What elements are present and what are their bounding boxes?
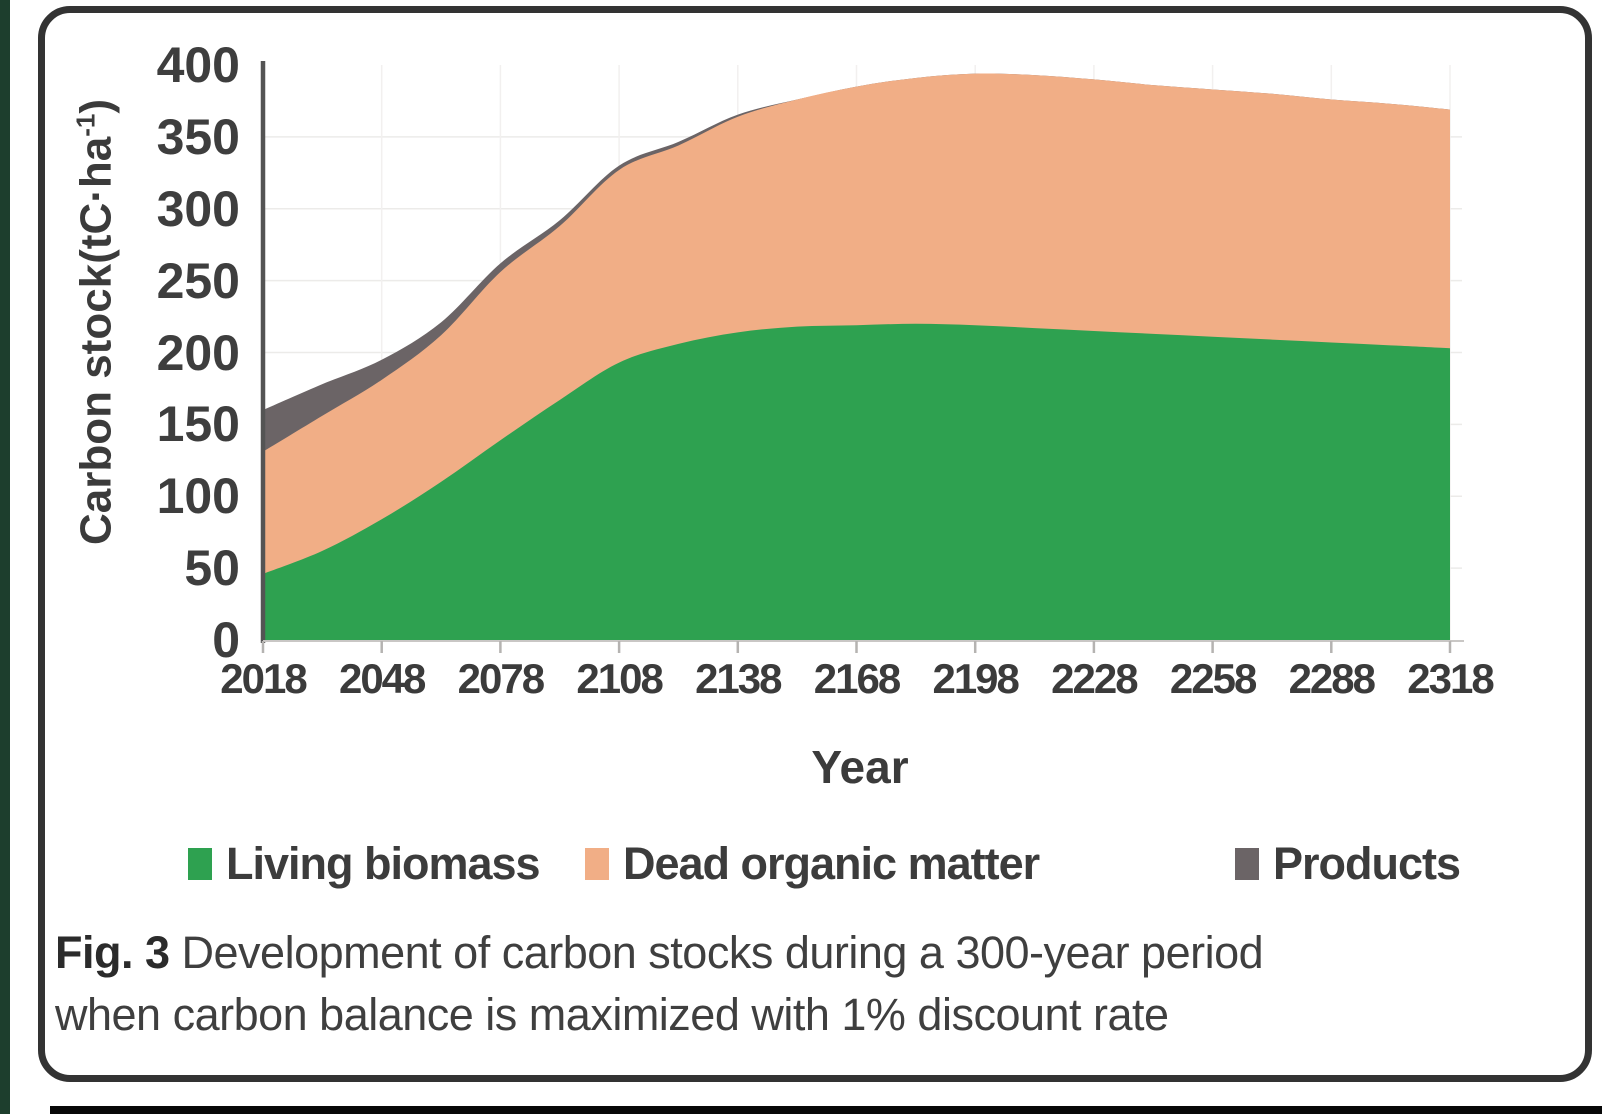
area-living-biomass: [263, 323, 1450, 640]
legend-swatch-dead-organic-matter: [585, 848, 609, 880]
x-tick-label-2018: 2018: [220, 655, 307, 702]
x-tick-label-2048: 2048: [338, 655, 426, 702]
y-tick-label-150: 150: [156, 396, 240, 453]
axes: [260, 61, 1464, 653]
y-tick-label-200: 200: [156, 324, 240, 381]
x-tick-label-2198: 2198: [932, 655, 1019, 702]
x-tick-label-2318: 2318: [1407, 655, 1494, 702]
y-tick-label-0: 0: [212, 612, 240, 668]
x-tick-label-2168: 2168: [813, 655, 901, 702]
y-tick-label-400: 400: [156, 37, 240, 93]
figure-caption: Fig. 3 Development of carbon stocks duri…: [55, 922, 1475, 1046]
legend-item-dead-organic-matter: Dead organic matter: [585, 838, 1040, 890]
page-background-left-strip: [0, 0, 10, 1114]
legend-swatch-living-biomass: [188, 848, 212, 880]
legend-item-products: Products: [1235, 838, 1461, 890]
y-tick-label-50: 50: [184, 540, 240, 597]
x-axis-title: Year: [811, 741, 909, 793]
figure-caption-line2: when carbon balance is maximized with 1%…: [55, 989, 1169, 1040]
x-tick-label-2138: 2138: [695, 655, 782, 702]
x-tick-label-2258: 2258: [1169, 655, 1257, 702]
x-tick-label-2108: 2108: [576, 655, 663, 702]
x-tick-label-2228: 2228: [1051, 655, 1138, 702]
legend-item-living-biomass: Living biomass: [188, 838, 541, 890]
y-tick-label-350: 350: [156, 108, 240, 165]
x-tick-label-2288: 2288: [1288, 655, 1376, 702]
legend-label: Dead organic matter: [623, 838, 1040, 889]
y-tick-label-100: 100: [156, 468, 240, 525]
legend-swatch-products: [1235, 848, 1259, 880]
y-tick-label-250: 250: [156, 252, 240, 309]
legend-label: Products: [1273, 838, 1461, 889]
y-tick-label-300: 300: [156, 180, 240, 237]
x-tick-label-2078: 2078: [457, 655, 545, 702]
page-background-bottom-strip: [50, 1106, 1602, 1114]
figure-caption-line1: Development of carbon stocks during a 30…: [169, 927, 1264, 978]
area-series: [263, 73, 1450, 640]
legend-label: Living biomass: [226, 838, 541, 889]
figure-caption-label: Fig. 3: [55, 927, 170, 978]
